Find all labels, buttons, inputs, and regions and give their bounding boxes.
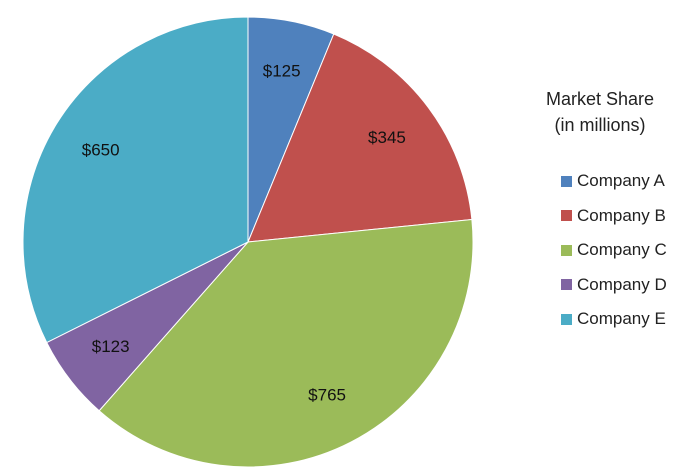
legend-title-line-1: Market Share [545,89,655,109]
legend-item-company-a: Company A [561,164,688,199]
data-label-company-c: $765 [308,386,346,405]
pie-slice-company-c [98,218,474,468]
legend-item-company-c: Company C [561,233,688,268]
data-label-company-b: $345 [368,128,406,147]
legend-title: Market Share (in millions) [538,86,662,138]
legend-item-company-e: Company E [561,302,688,337]
legend-swatch-company-b [561,210,572,222]
legend-swatch-company-d [561,279,572,291]
data-label-company-e: $650 [82,140,120,159]
legend-item-company-d: Company D [561,268,688,303]
pie-slices [22,16,474,468]
pie-data-labels: $125 $345 $765 $123 $650 [82,62,406,405]
legend-label-company-b: Company B [577,205,666,225]
pie-slice-company-e [22,16,249,344]
legend-label-company-c: Company C [577,240,667,260]
legend-swatch-company-e [561,313,572,325]
legend-label-company-a: Company A [577,171,665,191]
pie-slice-company-b [247,33,473,243]
legend-label-company-d: Company D [577,274,667,294]
legend: Market Share (in millions) Company A Com… [538,86,688,337]
legend-swatch-company-a [561,175,572,187]
data-label-company-d: $123 [92,337,130,356]
legend-label-company-e: Company E [577,309,666,329]
data-label-company-a: $125 [263,62,301,81]
legend-swatch-company-c [561,244,572,256]
legend-item-company-b: Company B [561,199,688,234]
legend-title-line-2: (in millions) [554,115,646,135]
